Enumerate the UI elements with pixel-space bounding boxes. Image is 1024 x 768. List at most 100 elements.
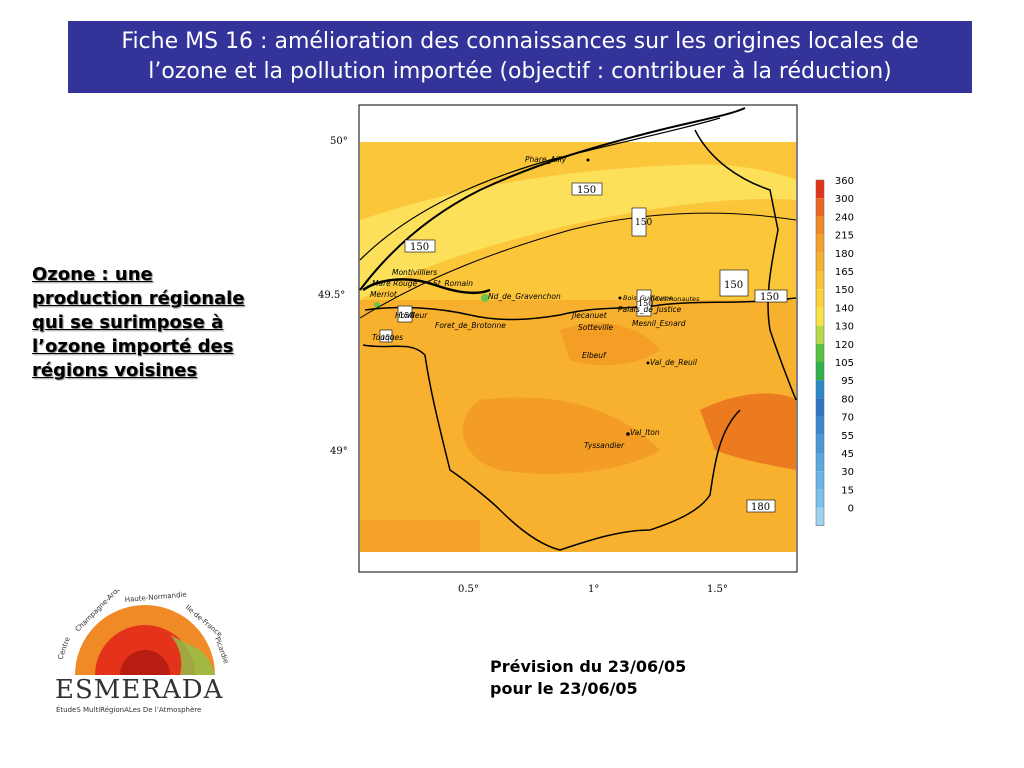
colorbar-swatch [816, 307, 824, 326]
colorbar-swatch [816, 252, 824, 271]
seine-river [364, 297, 797, 321]
contour-label-box [636, 289, 652, 317]
place-label: Honfleur [395, 311, 428, 320]
colorbar-tick-label: 360 [835, 176, 854, 187]
place-label: Montivilliers [392, 268, 437, 277]
contour-label: 150 [381, 334, 394, 342]
colorbar-tick-label: 0 [848, 504, 854, 515]
colorbar-tick-label: 45 [841, 449, 854, 460]
place-marker [646, 361, 650, 365]
place-label: Bois_Guillaume [623, 294, 673, 302]
place-label: Merriot [370, 290, 398, 299]
colorbar-tick-label: 95 [841, 376, 854, 387]
contour-label: 150 [410, 242, 429, 253]
lon-label-0-5: 0.5° [458, 584, 479, 595]
colorbar-swatch [816, 234, 824, 253]
place-marker [618, 296, 622, 300]
logo-map-green [170, 635, 215, 675]
logo-name: ESMERADA [55, 675, 224, 705]
contour-label: 180 [751, 502, 770, 513]
map-boundaries [359, 107, 797, 551]
ozone-description: Ozone : une production régionale qui se … [32, 263, 292, 383]
colorbar-tick-label: 15 [841, 485, 854, 496]
colorbar-tick-label: 215 [835, 231, 854, 242]
forecast-date-line-2: pour le 23/06/05 [490, 679, 638, 698]
colorbar-tick-label: 130 [835, 322, 854, 333]
lat-label-50: 50° [330, 136, 348, 147]
colorbar-swatch [816, 343, 824, 362]
colorbar: 3603002402151801651501401301201059580705… [815, 176, 854, 527]
forecast-date-line-1: Prévision du 23/06/05 [490, 657, 687, 676]
contour-label: 150 [638, 299, 653, 308]
map-places: Phare_Ailly Montivilliers Mare Rouge St_… [370, 155, 700, 450]
contour-label-box [719, 269, 749, 297]
place-label: Val_Iton [630, 428, 660, 437]
logo-region: Haute-Normandie [124, 591, 187, 604]
place-label: Jlecanuet [570, 311, 608, 320]
contour-label-box [571, 182, 603, 196]
colorbar-tick-label: 105 [835, 358, 854, 369]
colorbar-swatch [816, 453, 824, 472]
latitude-labels: 50° 49.5° 49° [318, 136, 348, 457]
colorbar-swatch [816, 289, 824, 308]
place-label: Phare_Ailly [525, 155, 567, 164]
place-label: Touques [372, 333, 403, 342]
colorbar-tick-label: 140 [835, 303, 854, 314]
ozone-description-line-3: qui se surimpose à [32, 312, 224, 333]
ozone-description-line-1: Ozone : une [32, 264, 153, 285]
colorbar-swatch [816, 325, 824, 344]
place-label: Sotteville [578, 323, 614, 332]
colorbar-swatch [816, 434, 824, 453]
place-label: Mare Rouge [372, 279, 417, 288]
contour-label-box [631, 207, 647, 237]
contour-label: 150 [577, 185, 596, 196]
colorbar-swatch [816, 198, 824, 217]
colorbar-swatch [816, 398, 824, 417]
colorbar-border [815, 179, 825, 527]
slide-title-banner: Fiche MS 16 : amélioration des connaissa… [68, 21, 972, 93]
esmerada-logo: Centre Champagne-Ardenne Haute-Normandie… [55, 590, 230, 714]
colorbar-tick-label: 80 [841, 394, 854, 405]
colorbar-tick-label: 120 [835, 340, 854, 351]
seine-estuary [362, 278, 491, 295]
lon-label-1-5: 1.5° [707, 584, 728, 595]
slide-title-line-2: l’ozone et la pollution importée (object… [148, 59, 892, 84]
contour-labels: 150 150 150 150 150 150 150 180 150 [379, 182, 788, 513]
colorbar-tick-label: 150 [835, 285, 854, 296]
contour-label-box [746, 499, 776, 513]
ozone-description-line-2: production régionale [32, 288, 245, 309]
colorbar-tick-label: 55 [841, 431, 854, 442]
ozone-forecast-map: 150 150 150 150 150 150 150 180 150 Phar… [318, 104, 854, 595]
place-marker [626, 432, 630, 436]
place-label: Tyssandier [584, 441, 625, 450]
colorbar-tick-label: 240 [835, 212, 854, 223]
longitude-labels: 0.5° 1° 1.5° [458, 584, 728, 595]
colorbar-swatch [816, 362, 824, 381]
ozone-field-light-band [360, 164, 796, 300]
lat-label-49-5: 49.5° [318, 290, 345, 301]
colorbar-tick-label: 165 [835, 267, 854, 278]
colorbar-swatch [816, 216, 824, 235]
colorbar-swatch [816, 471, 824, 490]
logo-map-core [95, 625, 195, 675]
place-label: Nd_de_Gravenchon [488, 292, 561, 301]
colorbar-swatch [816, 380, 824, 399]
colorbar-tick-label: 30 [841, 467, 854, 478]
colorbar-swatch [816, 507, 824, 526]
place-label: Mesnil_Esnard [632, 319, 686, 328]
colorbar-swatch [816, 271, 824, 290]
colorbar-tick-label: 180 [835, 249, 854, 260]
ozone-field-dark-patch-2 [560, 322, 660, 366]
lat-label-49: 49° [330, 446, 348, 457]
contour-label-box [379, 329, 393, 343]
contour-label-box [397, 305, 413, 323]
place-marker [586, 158, 590, 162]
region-boundary-south [362, 344, 741, 551]
ozone-description-line-4: l’ozone importé des [32, 336, 234, 357]
green-spot [481, 294, 489, 302]
colorbar-swatch [816, 416, 824, 435]
ozone-field [360, 142, 796, 552]
logo-region: Centre [56, 636, 72, 661]
place-label: Palais_de_Justice [618, 305, 682, 314]
place-label: St_Romain [433, 279, 473, 288]
